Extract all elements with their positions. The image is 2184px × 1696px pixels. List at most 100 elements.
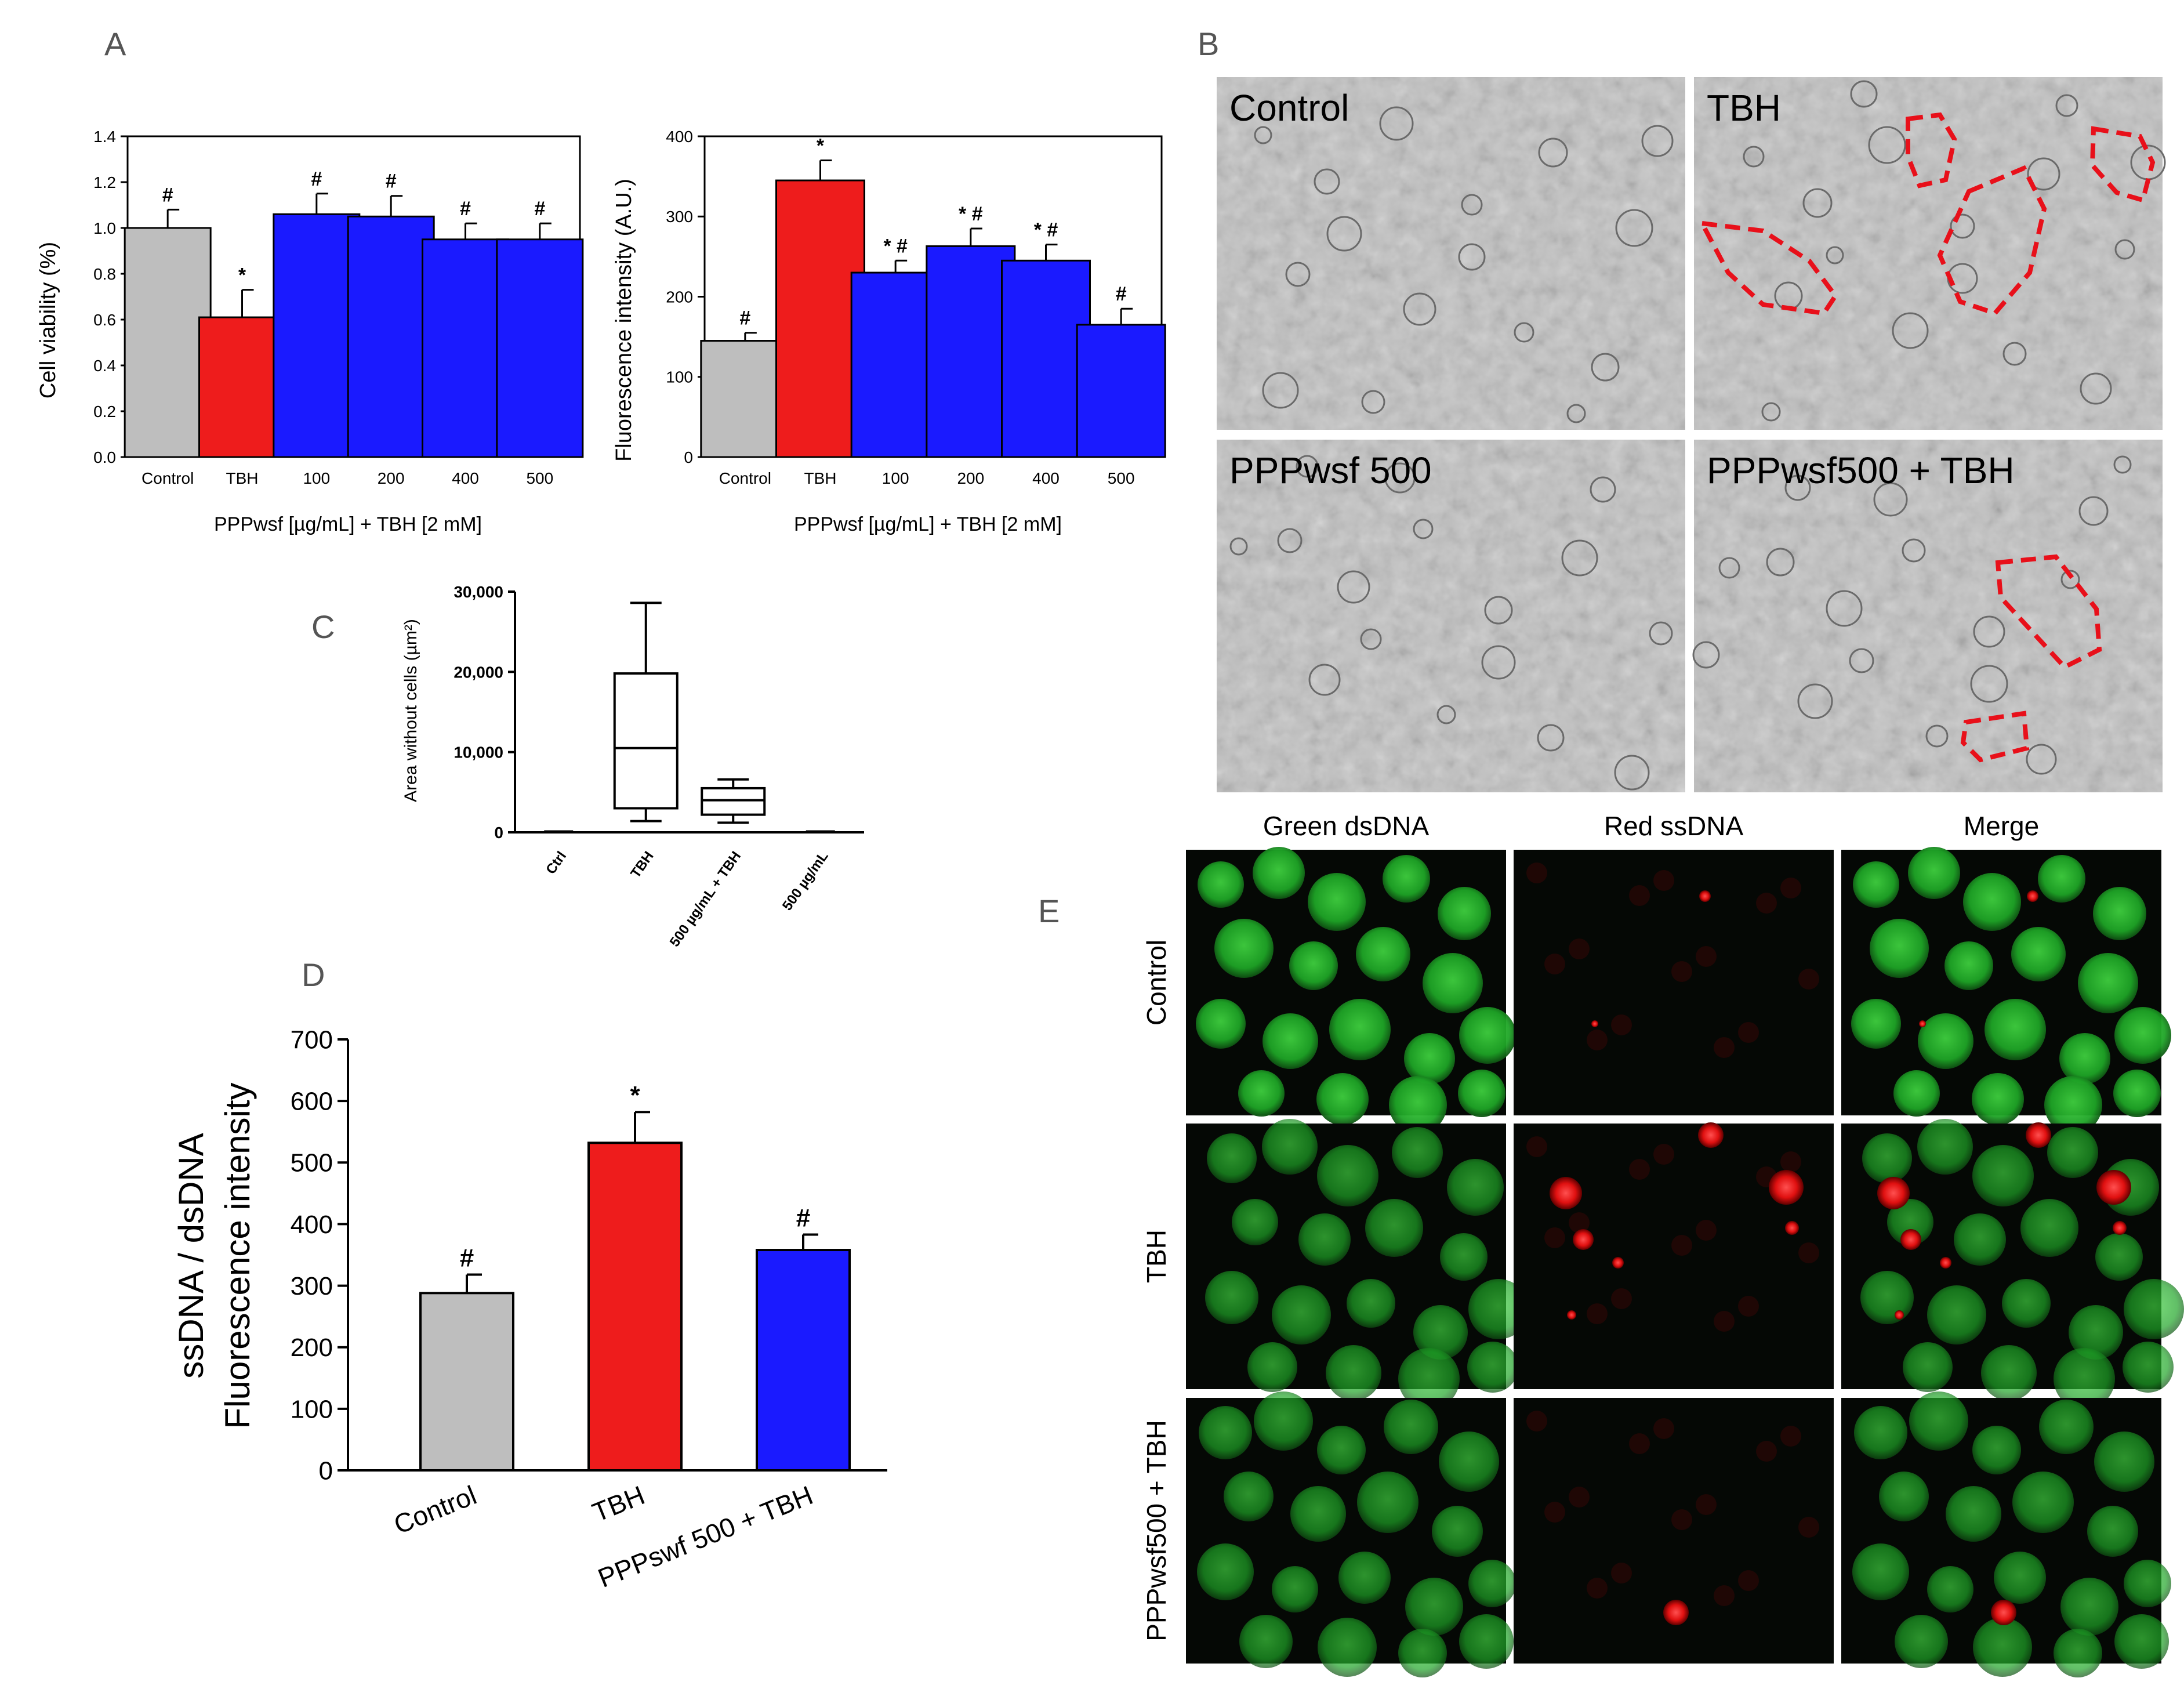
dsdna-nucleus bbox=[1972, 1426, 2021, 1474]
ssdna-background bbox=[1611, 1563, 1632, 1583]
dsdna-nucleus bbox=[2060, 1578, 2118, 1636]
A1-bar bbox=[496, 238, 584, 458]
A1-category-label: 100 bbox=[303, 469, 330, 487]
dsdna-nucleus bbox=[1927, 1566, 1973, 1612]
dsdna-nucleus bbox=[1398, 1348, 1460, 1409]
micrograph-cell bbox=[1538, 137, 1568, 168]
dsdna-nucleus bbox=[2095, 1233, 2143, 1281]
D-y-tick-label: 600 bbox=[291, 1088, 333, 1116]
chart-c-y-label: Area without cells (µm²) bbox=[401, 619, 420, 802]
micrograph-cell bbox=[1970, 665, 2008, 703]
D-bar bbox=[587, 1141, 683, 1472]
A2-category-label: Control bbox=[719, 469, 771, 487]
micrograph-cell bbox=[1537, 724, 1565, 752]
panel-letter-a: A bbox=[104, 26, 126, 62]
micrograph-cell bbox=[1384, 462, 1416, 494]
micrograph-cell bbox=[1850, 80, 1878, 108]
D-y-tick-label: 400 bbox=[291, 1211, 333, 1239]
ssdna-spot bbox=[1663, 1600, 1689, 1625]
chart-ssdna-dsdna: 0100200300400500600700#Control*TBH#PPPsw… bbox=[291, 1025, 887, 1593]
dsdna-nucleus bbox=[1298, 1213, 1351, 1266]
A1-y-tick-label: 0.0 bbox=[93, 448, 116, 466]
dsdna-nucleus bbox=[2047, 1127, 2098, 1178]
ssdna-spot bbox=[1567, 1310, 1576, 1320]
dsdna-nucleus bbox=[1459, 1614, 1514, 1669]
chart-a1-y-label: Cell viability (%) bbox=[36, 242, 60, 398]
micrograph-cell bbox=[1461, 194, 1483, 216]
A2-significance-mark: # bbox=[739, 307, 750, 329]
dsdna-nucleus bbox=[1405, 1578, 1463, 1636]
dsdna-nucleus bbox=[1893, 1070, 1940, 1117]
dsdna-nucleus bbox=[2039, 1400, 2094, 1454]
micrograph-cell bbox=[2026, 744, 2057, 775]
D-bar bbox=[756, 1249, 851, 1472]
dsdna-nucleus bbox=[2124, 1279, 2184, 1339]
A1-significance-mark: # bbox=[311, 168, 322, 190]
A1-bar bbox=[273, 213, 361, 458]
dsdna-nucleus bbox=[1447, 1159, 1504, 1216]
dsdna-nucleus bbox=[2094, 1432, 2154, 1492]
dsdna-nucleus bbox=[1198, 861, 1244, 908]
fluorescence-row-label: PPPwsf500 + TBH bbox=[1141, 1420, 1171, 1641]
dsdna-nucleus bbox=[1404, 1033, 1455, 1084]
dsdna-nucleus bbox=[1909, 1391, 1968, 1451]
A1-bar bbox=[198, 316, 286, 458]
micrograph-cell bbox=[1590, 476, 1616, 503]
micrograph-cell bbox=[1692, 641, 1720, 669]
A2-category-label: 500 bbox=[1108, 469, 1135, 487]
micrograph-cell bbox=[1802, 188, 1833, 218]
dsdna-nucleus bbox=[1389, 1076, 1447, 1134]
ssdna-spot bbox=[1769, 1170, 1804, 1205]
dsdna-nucleus bbox=[1238, 1070, 1285, 1117]
micrograph-cell bbox=[1254, 126, 1272, 144]
micrograph-cell bbox=[1484, 596, 1513, 625]
cell-free-area-outline bbox=[1960, 711, 2030, 763]
A1-bar bbox=[124, 227, 212, 458]
dsdna-nucleus bbox=[1423, 953, 1483, 1013]
dsdna-nucleus bbox=[1207, 1133, 1257, 1183]
A1-significance-mark: # bbox=[460, 198, 471, 220]
A1-category-label: 200 bbox=[378, 469, 405, 487]
micrograph-cell bbox=[1615, 209, 1653, 247]
panel-letter-d: D bbox=[302, 956, 325, 993]
ssdna-spot bbox=[1612, 1257, 1624, 1269]
cell-free-area-outline bbox=[1995, 554, 2102, 670]
dsdna-nucleus bbox=[1347, 1279, 1395, 1328]
dsdna-nucleus bbox=[1272, 1566, 1318, 1612]
dsdna-nucleus bbox=[1439, 1432, 1499, 1492]
micrograph-cell bbox=[1973, 615, 2005, 648]
micrograph-cell bbox=[2078, 496, 2109, 526]
dsdna-nucleus bbox=[1432, 1506, 1483, 1557]
ssdna-background bbox=[1544, 954, 1565, 974]
dsdna-nucleus bbox=[2011, 927, 2066, 981]
dsdna-nucleus bbox=[1289, 941, 1338, 990]
ssdna-background bbox=[1671, 1235, 1692, 1256]
ssdna-background bbox=[1696, 1220, 1717, 1241]
A2-y-tick-label: 300 bbox=[666, 208, 693, 226]
A2-significance-mark: * bbox=[817, 135, 825, 157]
dsdna-nucleus bbox=[1232, 1199, 1278, 1245]
A1-y-tick-label: 0.4 bbox=[93, 357, 116, 375]
micrograph-cell bbox=[1925, 724, 1949, 748]
chart-d-y-label-line1: ssDNA / dsDNA bbox=[172, 1133, 211, 1378]
D-y-tick-label: 0 bbox=[319, 1456, 333, 1485]
dsdna-nucleus bbox=[1318, 1618, 1377, 1677]
dsdna-nucleus bbox=[1196, 999, 1246, 1049]
dsdna-nucleus bbox=[2114, 1614, 2169, 1669]
dsdna-nucleus bbox=[1254, 1391, 1313, 1451]
micrograph-cell bbox=[1797, 683, 1833, 719]
dsdna-nucleus bbox=[2054, 1348, 2115, 1409]
D-category-label: TBH bbox=[588, 1480, 649, 1528]
ssdna-background bbox=[1526, 1136, 1547, 1157]
ssdna-background bbox=[1587, 1303, 1608, 1324]
chart-cell-viability: 0.0 0.2 0.4 0.6 0.8 1.0 1.2 1.4 # Control * TBH #100… bbox=[93, 128, 584, 487]
dsdna-nucleus bbox=[1944, 941, 1993, 990]
A1-y-tick-label: 0.8 bbox=[93, 265, 116, 283]
dsdna-nucleus bbox=[2059, 1033, 2110, 1084]
chart-c-category-label: Ctrl bbox=[543, 849, 569, 877]
micrograph-cell bbox=[2002, 342, 2027, 366]
dsdna-nucleus bbox=[1239, 1615, 1293, 1668]
dsdna-nucleus bbox=[1392, 1127, 1443, 1178]
A2-bar bbox=[1001, 259, 1091, 458]
